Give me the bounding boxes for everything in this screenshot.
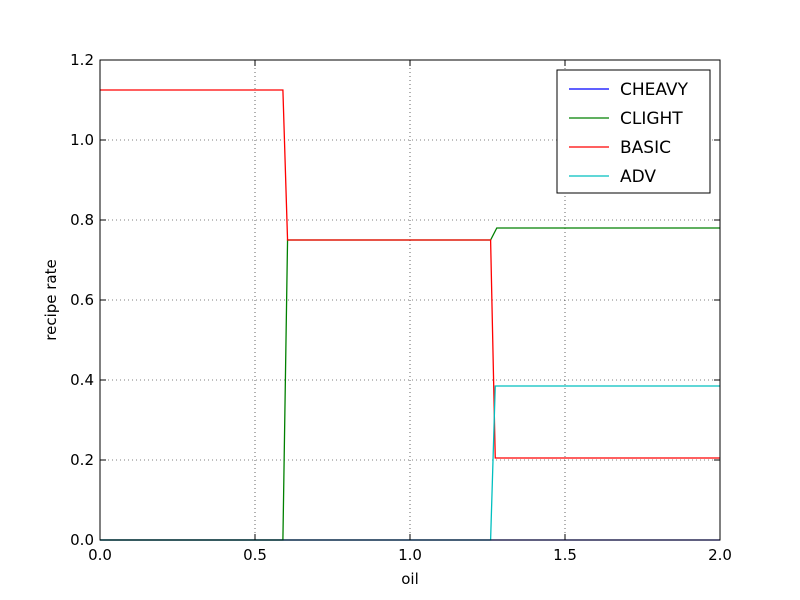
- legend-label-basic: BASIC: [620, 138, 671, 158]
- x-axis-label: oil: [401, 570, 419, 588]
- y-tick-label: 0.8: [70, 211, 94, 229]
- y-tick-label: 1.0: [70, 131, 94, 149]
- y-tick-label: 0.6: [70, 291, 94, 309]
- y-tick-label: 0.2: [70, 451, 94, 469]
- x-tick-label: 1.0: [398, 546, 422, 564]
- legend: CHEAVY CLIGHT BASIC ADV: [556, 69, 711, 194]
- series-line-basic: [100, 89, 720, 459]
- axis-ticks: 0.0 0.5 1.0 1.5 2.0 0.0 0.2 0.4 0.6 0.8 1.0 1.2: [70, 51, 732, 564]
- y-axis-label: recipe rate: [42, 259, 60, 340]
- y-tick-label: 1.2: [70, 51, 94, 69]
- x-tick-label: 0.5: [243, 546, 267, 564]
- legend-label-clight: CLIGHT: [620, 109, 683, 129]
- x-tick-label: 2.0: [708, 546, 732, 564]
- legend-box: [556, 69, 711, 194]
- legend-label-cheavy: CHEAVY: [620, 80, 689, 100]
- x-tick-label: 0.0: [88, 546, 112, 564]
- legend-label-adv: ADV: [620, 167, 656, 187]
- y-tick-label: 0.0: [70, 531, 94, 549]
- x-tick-label: 1.5: [553, 546, 577, 564]
- y-tick-label: 0.4: [70, 371, 94, 389]
